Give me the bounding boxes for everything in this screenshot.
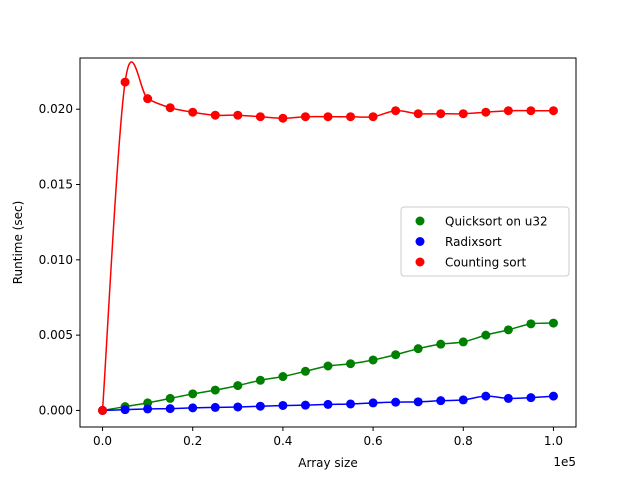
x-tick-label: 0.6 — [364, 434, 383, 448]
radixsort-point — [165, 404, 175, 414]
counting-sort-point — [98, 405, 108, 415]
quicksort-on-u32-point — [548, 318, 558, 328]
x-axis-label: Array size — [298, 456, 357, 470]
x-tick-label: 1.0 — [544, 434, 563, 448]
plot-frame — [79, 57, 577, 428]
quicksort-on-u32-point — [165, 393, 175, 403]
counting-sort-point — [255, 112, 265, 122]
y-tick-label: 0.000 — [39, 403, 73, 417]
quicksort-on-u32-point — [346, 359, 356, 369]
y-tick-label: 0.005 — [39, 328, 73, 342]
counting-sort-point — [323, 112, 333, 122]
counting-sort-point — [346, 112, 356, 122]
radixsort-point — [503, 393, 513, 403]
counting-sort-point — [278, 113, 288, 123]
x-tick-label: 0.8 — [454, 434, 473, 448]
quicksort-on-u32-point — [526, 319, 536, 329]
radixsort-point — [255, 401, 265, 411]
x-tick-label: 0.4 — [273, 434, 292, 448]
radixsort-point — [188, 403, 198, 413]
radixsort-point — [210, 402, 220, 412]
x-axis-ticks: 0.0 0.2 0.4 0.6 0.8 1.0 — [93, 427, 563, 448]
radixsort-point — [143, 404, 153, 414]
quicksort-on-u32-point — [210, 385, 220, 395]
quicksort-on-u32-point — [458, 337, 468, 347]
radixsort-point — [526, 393, 536, 403]
radixsort-point — [300, 400, 310, 410]
quicksort-on-u32-point — [233, 381, 243, 391]
quicksort-on-u32-point — [278, 372, 288, 382]
counting-sort-point — [413, 109, 423, 119]
counting-sort-point — [458, 109, 468, 119]
radixsort-point — [481, 391, 491, 401]
radixsort-point — [548, 391, 558, 401]
radixsort-point — [120, 405, 130, 415]
quicksort-on-u32-point — [436, 339, 446, 349]
radixsort-point — [413, 397, 423, 407]
quicksort-on-u32-point — [300, 366, 310, 376]
counting-sort-point — [188, 107, 198, 117]
radixsort-point — [278, 400, 288, 410]
counting-sort-point — [503, 106, 513, 116]
counting-sort-point — [391, 106, 401, 116]
radixsort-legend-label: Radixsort — [445, 235, 502, 249]
quicksort-on-u32-point — [413, 344, 423, 354]
quicksort-on-u32-point — [368, 355, 378, 365]
x-tick-label: 0.0 — [93, 434, 112, 448]
radixsort-point — [323, 399, 333, 409]
y-tick-label: 0.015 — [39, 178, 73, 192]
radixsort-point — [346, 399, 356, 409]
quicksort-on-u32-point — [188, 389, 198, 399]
counting-sort-point — [233, 110, 243, 120]
y-axis-ticks: 0.000 0.005 0.010 0.015 0.020 — [39, 102, 80, 417]
counting-sort-point — [120, 77, 130, 87]
quicksort-on-u32-point — [323, 361, 333, 371]
y-tick-label: 0.020 — [39, 102, 73, 116]
radixsort-point — [458, 395, 468, 405]
legend-box — [400, 206, 570, 277]
quicksort-on-u32-point — [503, 325, 513, 335]
counting-sort-point — [368, 112, 378, 122]
radixsort-point — [391, 397, 401, 407]
x-tick-label: 0.2 — [183, 434, 202, 448]
counting-sort-point — [436, 109, 446, 119]
radixsort-legend-marker — [415, 237, 425, 246]
counting-sort-legend-label: Counting sort — [445, 256, 527, 270]
x-axis-offset-label: 1e5 — [553, 455, 576, 469]
counting-sort-point — [210, 110, 220, 120]
quicksort-on-u32-point — [391, 350, 401, 360]
counting-sort-point — [526, 106, 536, 116]
counting-sort-point — [300, 112, 310, 122]
radixsort-point — [233, 402, 243, 412]
counting-sort-point — [481, 107, 491, 117]
radixsort-point — [368, 398, 378, 408]
counting-sort-point — [165, 103, 175, 113]
quicksort-on-u32-point — [481, 330, 491, 340]
quicksort-on-u32-legend-marker — [415, 216, 425, 226]
series-points — [98, 77, 558, 415]
y-tick-label: 0.010 — [39, 253, 73, 267]
quicksort-on-u32-point — [255, 375, 265, 385]
counting-sort-point — [143, 94, 153, 104]
radixsort-point — [436, 396, 446, 406]
quicksort-on-u32-legend-label: Quicksort on u32 — [445, 215, 548, 229]
legend: Quicksort on u32 Radixsort Counting sort — [400, 206, 570, 277]
counting-sort-point — [548, 106, 558, 116]
counting-sort-legend-marker — [415, 257, 425, 267]
y-axis-label: Runtime (sec) — [11, 201, 25, 285]
